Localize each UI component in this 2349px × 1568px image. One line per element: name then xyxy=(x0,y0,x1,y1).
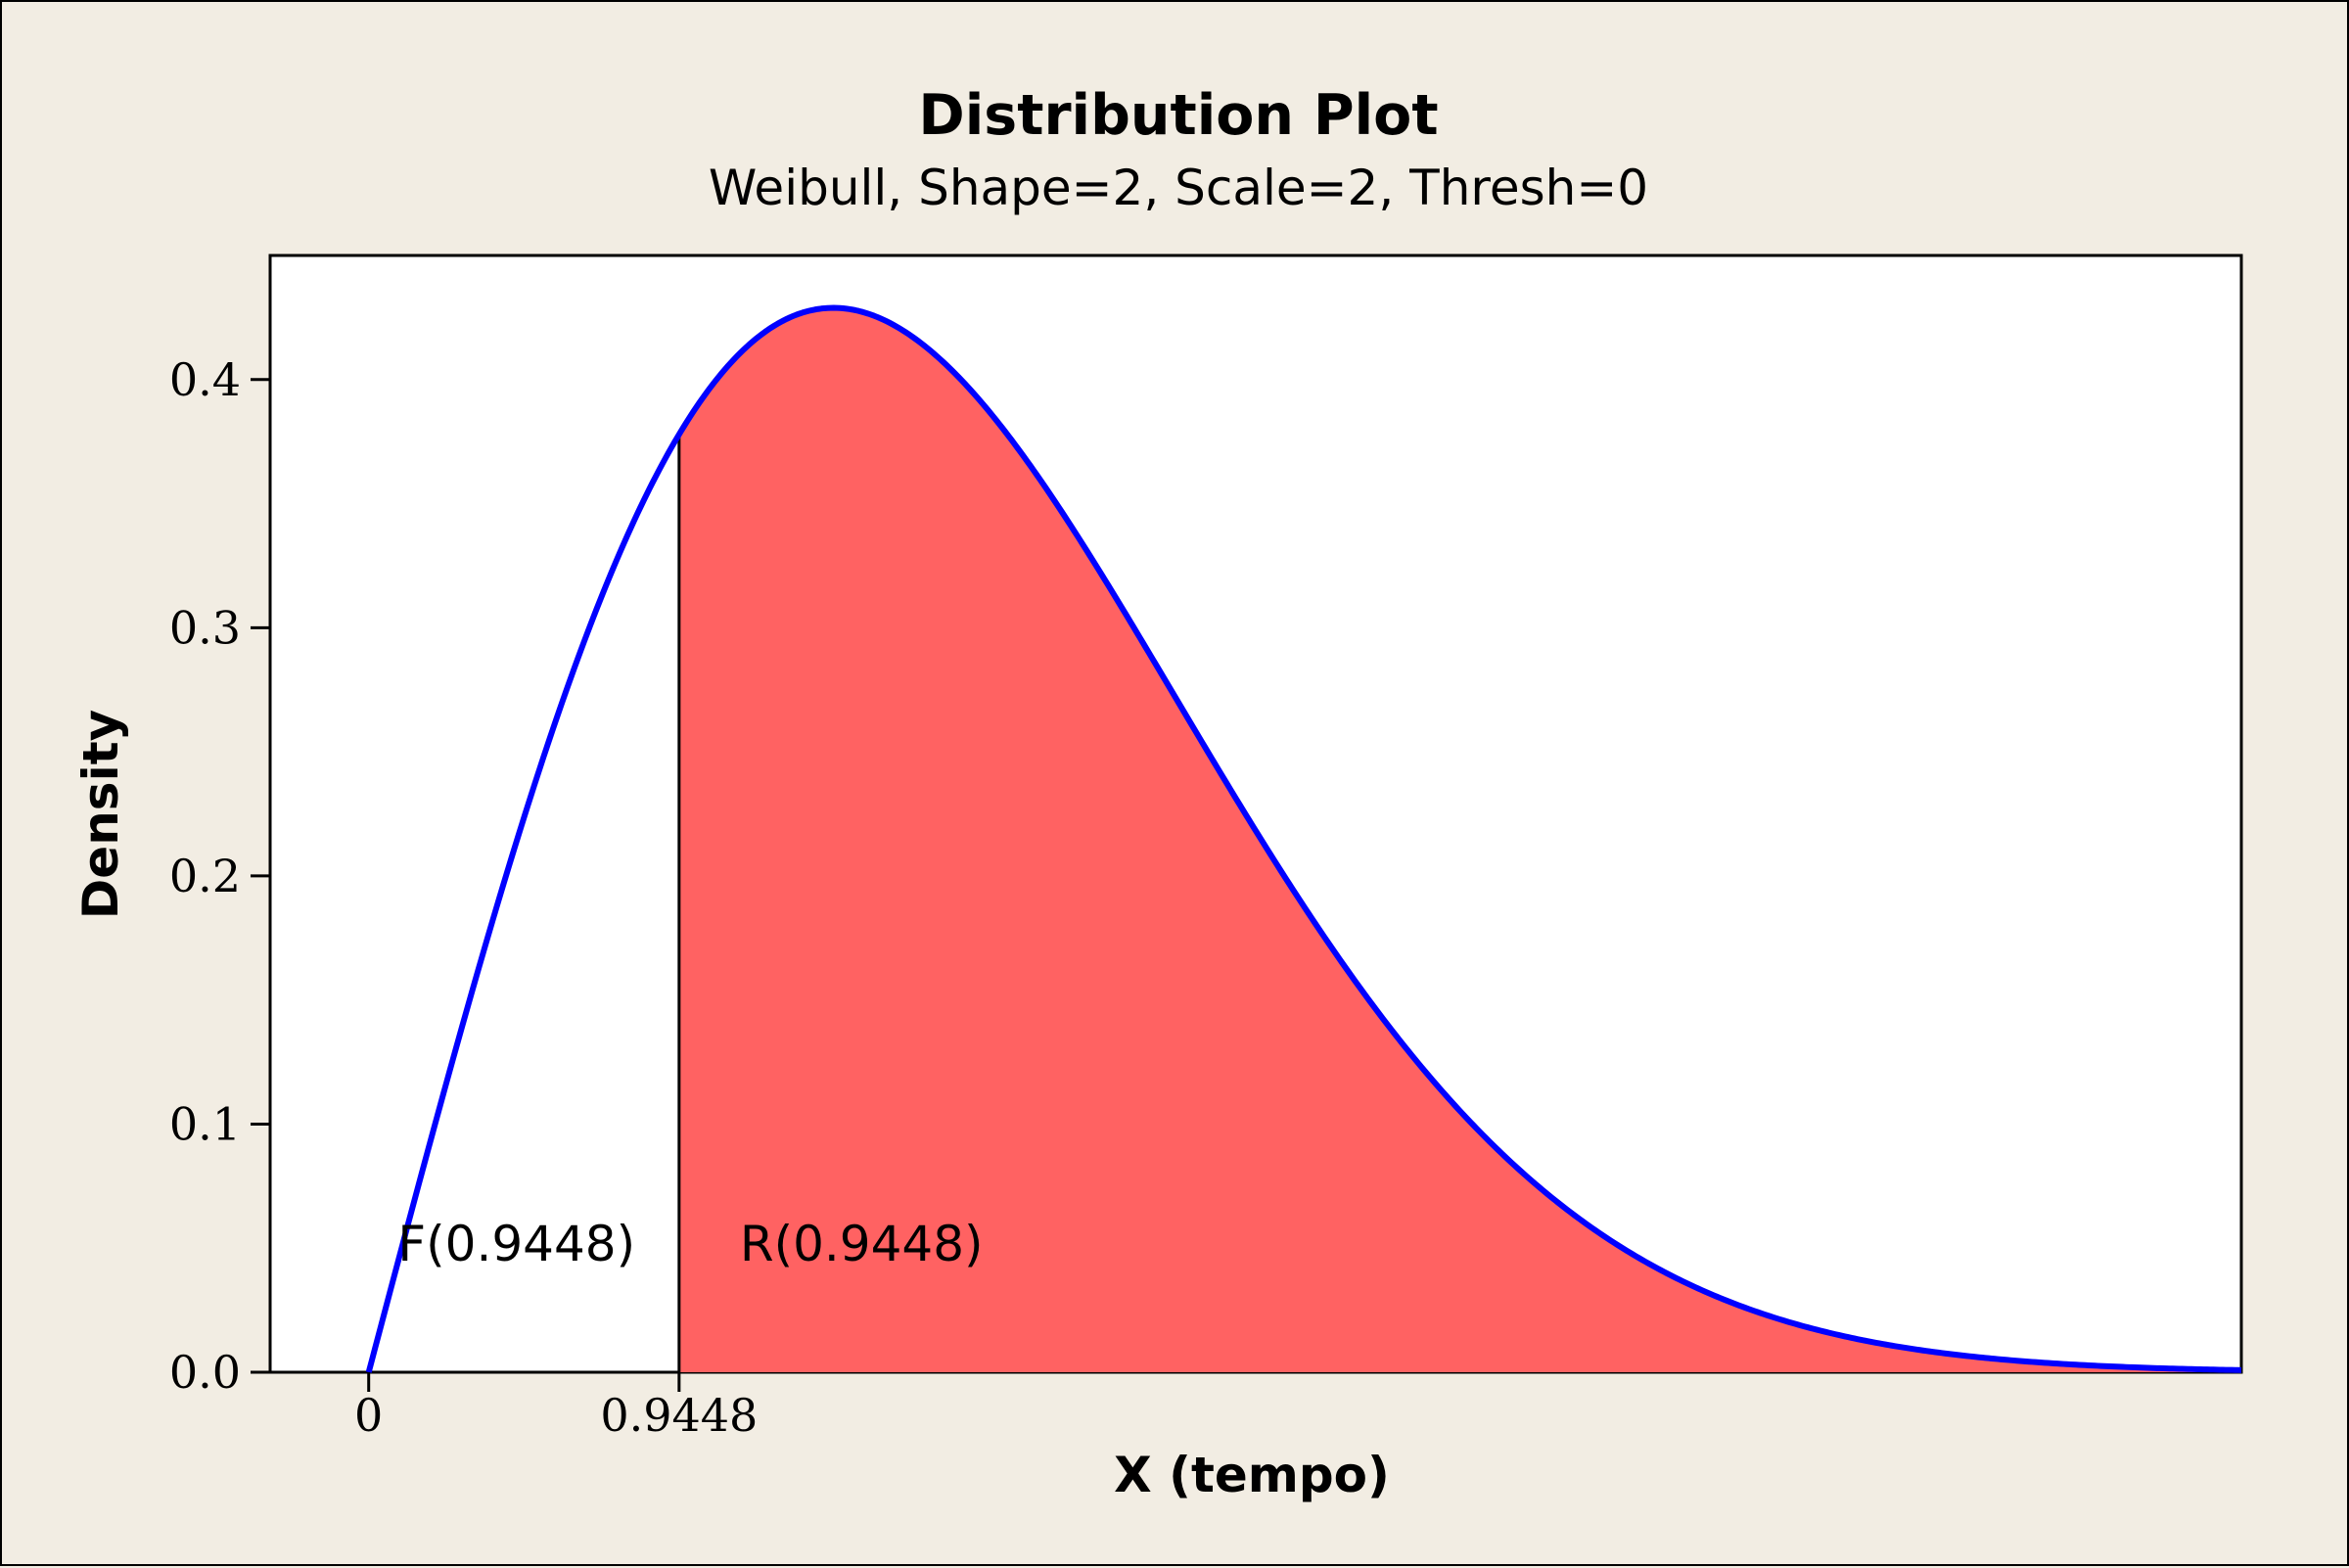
y-tick-label: 0.2 xyxy=(169,850,241,902)
y-tick-label: 0.1 xyxy=(169,1097,241,1150)
x-tick-label: 0.9448 xyxy=(600,1389,758,1442)
chart-subtitle: Weibull, Shape=2, Scale=2, Thresh=0 xyxy=(709,160,1648,216)
x-tick-label: 0 xyxy=(354,1389,383,1442)
annotation-f: F(0.9448) xyxy=(397,1216,635,1272)
annotation-r: R(0.9448) xyxy=(740,1216,984,1272)
shaded-region-r xyxy=(678,307,2241,1373)
y-tick-label: 0.3 xyxy=(169,601,241,654)
density-curve xyxy=(365,304,2242,1373)
y-axis-label: Density xyxy=(72,710,129,919)
chart-title: Distribution Plot xyxy=(918,83,1438,148)
y-tick-label: 0.0 xyxy=(169,1346,241,1399)
y-tick-label: 0.4 xyxy=(169,353,241,406)
x-axis-label: X (tempo) xyxy=(1114,1447,1390,1503)
